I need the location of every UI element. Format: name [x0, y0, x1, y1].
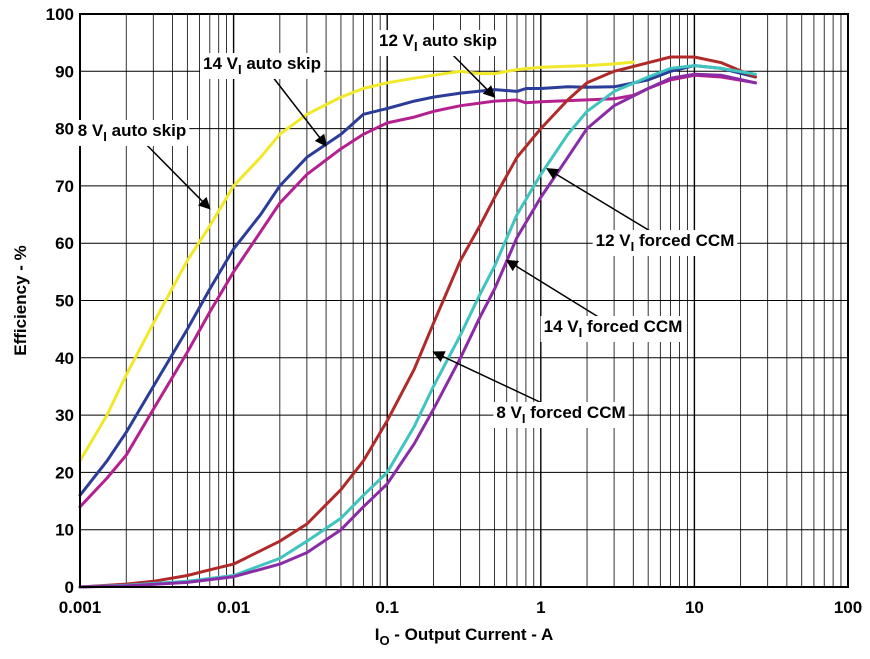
callout-background — [376, 30, 500, 56]
callout-background — [540, 316, 686, 342]
series-lines — [78, 55, 757, 589]
y-tick-label: 40 — [55, 349, 74, 368]
y-tick-label: 10 — [55, 521, 74, 540]
y-tick-label: 30 — [55, 406, 74, 425]
callout-label: 12 VI auto skip — [379, 31, 497, 54]
x-tick-label: 1 — [536, 598, 545, 617]
y-tick-label: 0 — [65, 578, 74, 597]
callout-label: 12 VI forced CCM — [596, 231, 735, 254]
x-tick-label: 10 — [685, 598, 704, 617]
callout-background — [74, 120, 190, 146]
y-tick-label: 100 — [46, 5, 74, 24]
callout-label: 8 VI auto skip — [78, 121, 187, 144]
x-tick-label: 100 — [834, 598, 862, 617]
grid — [79, 13, 848, 588]
callout-label: 14 VI forced CCM — [544, 317, 683, 340]
series-line-5 — [78, 72, 757, 589]
plot-frame — [79, 13, 849, 588]
x-tick-label: 0.01 — [217, 598, 250, 617]
callout-arrow — [505, 259, 614, 327]
y-tick-label: 20 — [55, 463, 74, 482]
y-tick-label: 60 — [55, 234, 74, 253]
x-axis-title-rest: - Output Current - A — [390, 625, 554, 644]
series-line-3 — [78, 55, 757, 589]
tick-labels: 0 10 20 30 40 50 60 70 80 90 100 0.001 0.01 0.1 1 10 100 — [46, 5, 863, 617]
y-tick-label: 50 — [55, 292, 74, 311]
callout-label: 8 VI forced CCM — [496, 403, 625, 426]
x-axis-title: IO - Output Current - A — [375, 625, 554, 648]
y-tick-label: 70 — [55, 177, 74, 196]
callout-background — [200, 53, 324, 79]
callout-background — [493, 402, 629, 428]
series-line-0 — [78, 60, 635, 463]
callout-label: 14 VI auto skip — [203, 54, 321, 77]
x-axis-title-main: I — [375, 625, 380, 644]
series-line-4 — [78, 64, 757, 589]
x-tick-label: 0.001 — [59, 598, 102, 617]
callout-background — [592, 230, 738, 256]
x-tick-label: 0.1 — [375, 598, 399, 617]
callouts: 8 VI auto skip 14 VI auto skip 12 VI auto … — [74, 30, 738, 428]
callout-arrow — [546, 168, 666, 241]
y-tick-label: 90 — [55, 62, 74, 81]
x-axis-title-sub: O — [379, 633, 389, 648]
y-tick-label: 80 — [55, 120, 74, 139]
y-axis-title: Efficiency - % — [11, 245, 30, 356]
